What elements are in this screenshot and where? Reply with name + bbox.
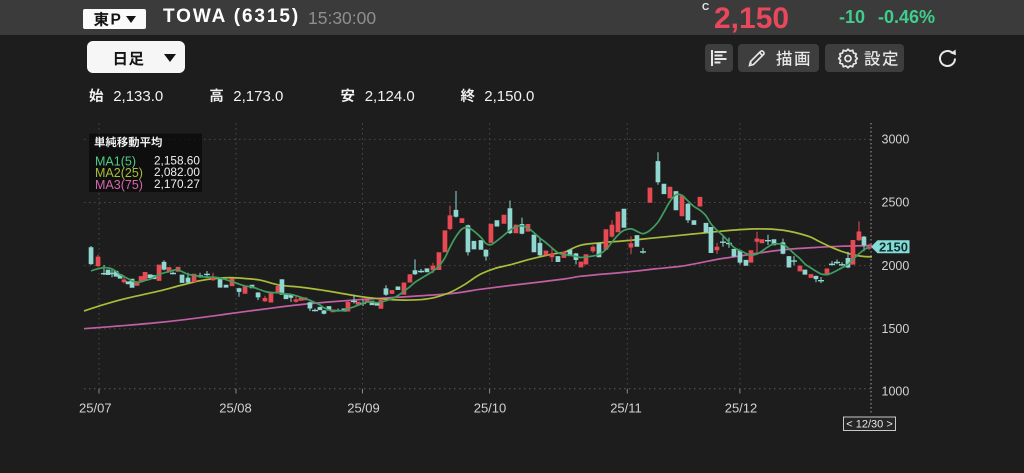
svg-text:MA2(25): MA2(25) <box>95 166 143 180</box>
svg-text:25/10: 25/10 <box>474 401 507 416</box>
svg-text:1500: 1500 <box>882 322 910 336</box>
svg-text:2150: 2150 <box>879 239 908 254</box>
svg-text:25/07: 25/07 <box>79 401 112 416</box>
svg-text:25/08: 25/08 <box>219 401 252 416</box>
svg-text:2500: 2500 <box>882 196 910 210</box>
svg-text:25/09: 25/09 <box>347 401 380 416</box>
svg-text:MA1(5): MA1(5) <box>95 155 136 169</box>
svg-text:2,150.0: 2,150.0 <box>484 88 534 105</box>
svg-text:25/11: 25/11 <box>610 401 642 416</box>
svg-text:2,124.0: 2,124.0 <box>365 88 415 105</box>
svg-text:MA3(75): MA3(75) <box>95 178 143 192</box>
svg-text:2,170.27: 2,170.27 <box>154 177 200 191</box>
svg-text:2,158.60: 2,158.60 <box>154 154 200 168</box>
svg-text:2,133.0: 2,133.0 <box>113 88 163 105</box>
svg-text:2,082.00: 2,082.00 <box>154 165 200 179</box>
svg-text:25/12: 25/12 <box>725 401 758 416</box>
svg-text:1000: 1000 <box>882 385 910 399</box>
svg-text:P: P <box>111 12 121 29</box>
svg-text:2000: 2000 <box>882 259 910 273</box>
svg-text:2,173.0: 2,173.0 <box>233 88 283 105</box>
svg-text:3000: 3000 <box>882 133 910 147</box>
svg-text:< 12/30 >: < 12/30 > <box>846 419 893 431</box>
